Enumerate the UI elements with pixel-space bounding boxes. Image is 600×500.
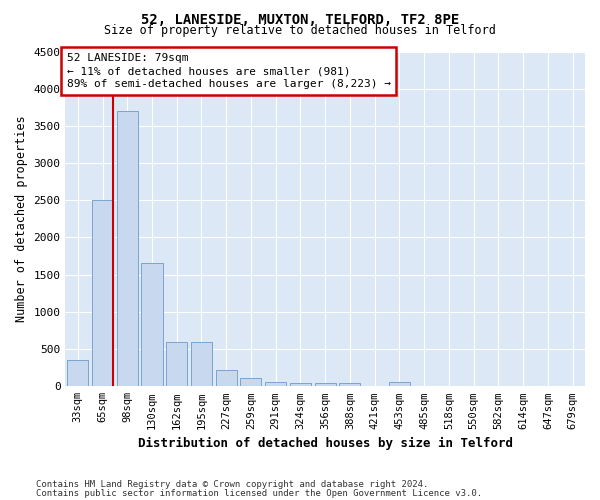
Text: Contains HM Land Registry data © Crown copyright and database right 2024.: Contains HM Land Registry data © Crown c…	[36, 480, 428, 489]
Bar	[92, 200, 113, 386]
X-axis label: Distribution of detached houses by size in Telford: Distribution of detached houses by size …	[138, 437, 513, 450]
Bar	[389, 382, 410, 386]
Text: 52 LANESIDE: 79sqm
← 11% of detached houses are smaller (981)
89% of semi-detach: 52 LANESIDE: 79sqm ← 11% of detached hou…	[67, 53, 391, 90]
Text: Contains public sector information licensed under the Open Government Licence v3: Contains public sector information licen…	[36, 490, 482, 498]
Text: Size of property relative to detached houses in Telford: Size of property relative to detached ho…	[104, 24, 496, 37]
Bar	[314, 383, 336, 386]
Bar	[117, 111, 138, 386]
Bar	[191, 342, 212, 386]
Text: 52, LANESIDE, MUXTON, TELFORD, TF2 8PE: 52, LANESIDE, MUXTON, TELFORD, TF2 8PE	[141, 12, 459, 26]
Bar	[241, 378, 262, 386]
Bar	[166, 342, 187, 386]
Bar	[265, 382, 286, 386]
Bar	[340, 384, 361, 386]
Bar	[216, 370, 237, 386]
Bar	[290, 382, 311, 386]
Bar	[142, 264, 163, 386]
Y-axis label: Number of detached properties: Number of detached properties	[15, 116, 28, 322]
Bar	[67, 360, 88, 386]
